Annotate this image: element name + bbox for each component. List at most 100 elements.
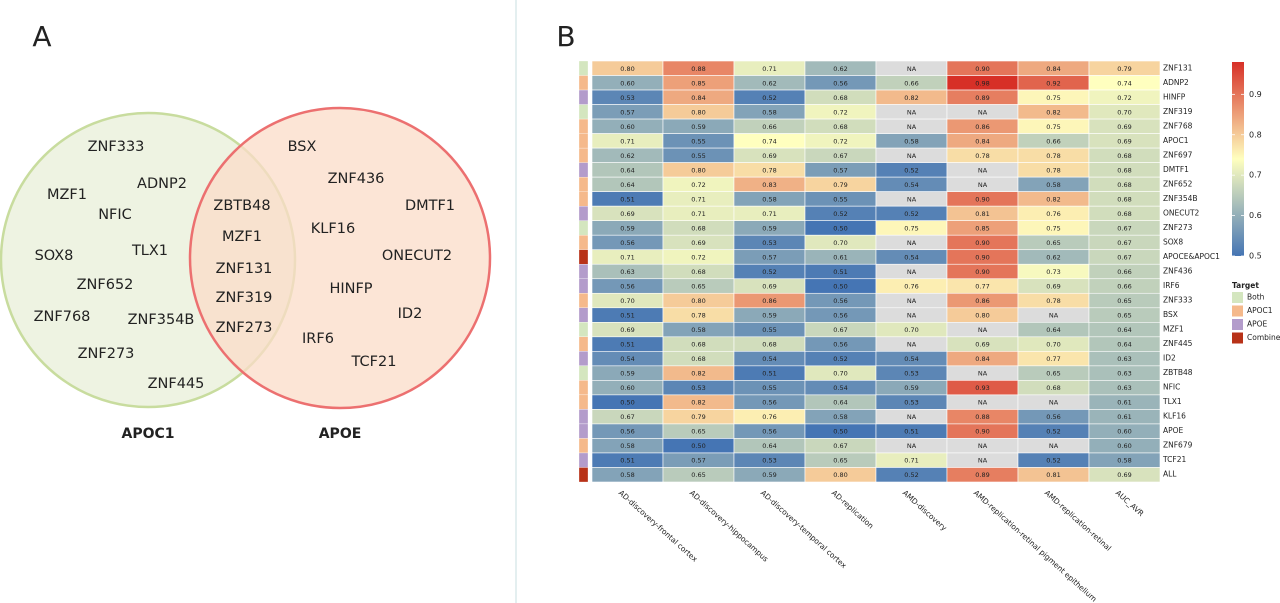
cell-label: 0.70 [833, 370, 847, 378]
cell-label: 0.69 [762, 283, 776, 291]
cell-label: 0.88 [691, 65, 705, 73]
target-bar [578, 162, 589, 178]
cell-label: 0.55 [691, 152, 705, 160]
cell-label: 0.75 [1046, 94, 1060, 102]
target-bar [578, 60, 589, 76]
cell-label: 0.51 [620, 195, 634, 203]
target-bar [578, 75, 589, 91]
cell-label: 0.68 [762, 341, 776, 349]
cell-label: 0.52 [762, 94, 776, 102]
cell-label: 0.58 [691, 326, 705, 334]
cell-label: 0.57 [762, 253, 776, 261]
cell-label: 0.66 [1046, 137, 1060, 145]
cell-label: NA [1049, 399, 1059, 407]
target-bar [578, 423, 589, 439]
target-bar [578, 118, 589, 134]
cell-label: 0.55 [762, 326, 776, 334]
row-label: ZNF354B [1163, 194, 1198, 203]
cell-label: 0.88 [975, 413, 989, 421]
cell-label: 0.61 [1117, 399, 1131, 407]
cell-label: 0.52 [1046, 457, 1060, 465]
colorbar-label: 0.5 [1249, 252, 1262, 261]
column-label: AD-discovery-temporal cortex [759, 488, 849, 570]
cell-label: 0.70 [1046, 341, 1060, 349]
cell-label: 0.59 [762, 224, 776, 232]
target-bar [578, 133, 589, 149]
cell-label: 0.58 [762, 108, 776, 116]
row-label: DMTF1 [1163, 165, 1189, 174]
cell-label: 0.69 [620, 210, 634, 218]
cell-label: 0.60 [620, 123, 634, 131]
cell-label: 0.92 [1046, 79, 1060, 87]
cell-label: 0.54 [904, 253, 918, 261]
cell-label: 0.71 [762, 65, 776, 73]
cell-label: 0.60 [620, 79, 634, 87]
row-label: ID2 [1163, 354, 1176, 363]
target-bar [578, 336, 589, 352]
venn-circle [188, 106, 492, 410]
cell-label: 0.70 [1117, 108, 1131, 116]
cell-label: 0.67 [1117, 239, 1131, 247]
cell-label: 0.56 [620, 239, 634, 247]
cell-label: 0.75 [1046, 224, 1060, 232]
venn-item: BSX [288, 139, 317, 155]
cell-label: NA [907, 268, 917, 276]
cell-label: 0.64 [620, 166, 634, 174]
target-bar [578, 235, 589, 250]
set-label: APOC1 [121, 426, 174, 442]
cell-label: 0.74 [1117, 79, 1131, 87]
cell-label: 0.54 [833, 384, 847, 392]
cell-label: NA [907, 65, 917, 73]
cell-label: 0.84 [691, 94, 705, 102]
target-bar [578, 191, 589, 207]
legend-title: Target [1232, 281, 1259, 290]
column-label: AUC_AVR [1114, 488, 1146, 518]
cell-label: 0.71 [620, 253, 634, 261]
cell-label: 0.68 [691, 341, 705, 349]
cell-label: 0.51 [620, 341, 634, 349]
cell-label: NA [907, 239, 917, 247]
cell-label: 0.98 [975, 79, 989, 87]
cell-label: NA [978, 399, 988, 407]
cell-label: 0.82 [691, 399, 705, 407]
cell-label: 0.83 [762, 181, 776, 189]
cell-label: 0.62 [762, 79, 776, 87]
cell-label: 0.89 [975, 471, 989, 479]
colorbar-label: 0.6 [1249, 211, 1262, 220]
cell-label: 0.71 [691, 195, 705, 203]
colorbar-label: 0.9 [1249, 90, 1262, 99]
colorbar-label: 0.7 [1249, 171, 1262, 180]
cell-label: 0.53 [762, 239, 776, 247]
cell-label: NA [978, 442, 988, 450]
cell-label: 0.80 [691, 166, 705, 174]
cell-label: 0.72 [691, 181, 705, 189]
cell-label: 0.62 [833, 65, 847, 73]
cell-label: 0.89 [975, 94, 989, 102]
row-label: APOC1 [1163, 136, 1189, 145]
set-label: APOE [319, 426, 362, 442]
cell-label: 0.84 [975, 355, 989, 363]
column-label: AMD-replication-retinal pigment epitheli… [972, 488, 1099, 603]
cell-label: 0.65 [1046, 370, 1060, 378]
cell-label: 0.75 [1046, 123, 1060, 131]
cell-label: NA [978, 326, 988, 334]
cell-label: 0.67 [1117, 253, 1131, 261]
cell-label: 0.52 [904, 166, 918, 174]
cell-label: 0.59 [762, 312, 776, 320]
legend-swatch [1232, 332, 1243, 344]
venn-item: ZNF445 [148, 376, 205, 392]
cell-label: 0.76 [1046, 210, 1060, 218]
cell-label: 0.61 [1117, 413, 1131, 421]
row-label: MZF1 [1163, 325, 1184, 334]
cell-label: 0.80 [691, 297, 705, 305]
cell-label: 0.50 [620, 399, 634, 407]
cell-label: 0.69 [975, 341, 989, 349]
cell-label: 0.90 [975, 239, 989, 247]
cell-label: 0.63 [1117, 370, 1131, 378]
cell-label: 0.84 [975, 137, 989, 145]
cell-label: 0.67 [833, 326, 847, 334]
cell-label: NA [978, 108, 988, 116]
cell-label: 0.53 [904, 399, 918, 407]
cell-label: 0.68 [1117, 181, 1131, 189]
cell-label: NA [907, 413, 917, 421]
